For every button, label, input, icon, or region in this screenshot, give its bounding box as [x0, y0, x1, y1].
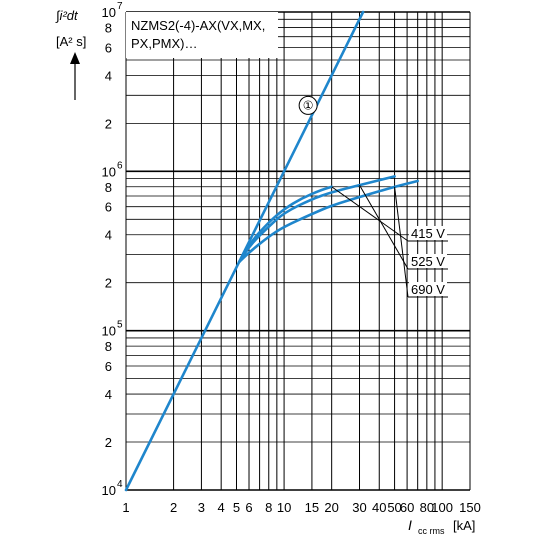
voltage-leader-line	[394, 186, 409, 298]
y-tick-label: 6	[105, 40, 112, 55]
x-tick-label: 4	[218, 500, 225, 515]
y-axis-label: ∫i²dt	[55, 8, 79, 23]
voltage-label-bg	[409, 226, 447, 240]
chart-title-line-2: PX,PMX)…	[131, 36, 197, 51]
voltage-label: 690 V	[411, 282, 445, 297]
voltage-label: 525 V	[411, 254, 445, 269]
y-tick-label: 4	[105, 387, 112, 402]
title-box	[126, 12, 278, 58]
curves	[124, 10, 419, 492]
y-axis-arrow	[70, 52, 80, 100]
y-tick-label: 6	[105, 359, 112, 374]
y-tick-label: 2	[105, 116, 112, 131]
voltage-label-bg	[409, 254, 447, 268]
x-tick-label: 6	[245, 500, 252, 515]
curve-marker: ①	[298, 95, 318, 115]
x-tick-label: 20	[324, 500, 338, 515]
curve-1-line	[124, 10, 365, 492]
x-tick-label: 40	[372, 500, 386, 515]
x-tick-label: 8	[265, 500, 272, 515]
curve-690v-line	[237, 179, 419, 264]
x-tick-label: 5	[233, 500, 240, 515]
x-axis-label-group: I cc rms [kA]	[408, 517, 475, 536]
x-tick-label: 10	[277, 500, 291, 515]
voltage-leader-line	[359, 184, 409, 270]
voltage-label-bg	[409, 282, 447, 296]
y-tick-label: 10	[102, 164, 116, 179]
y-tick-label: 10	[102, 5, 116, 20]
voltage-leader-line	[331, 186, 409, 242]
y-tick-label-exponent: 4	[117, 479, 123, 490]
x-axis-label-subscript: cc rms	[418, 526, 445, 536]
x-tick-label: 50	[387, 500, 401, 515]
x-axis-label: I	[408, 517, 412, 533]
y-tick-label: 4	[105, 68, 112, 83]
y-tick-label-exponent: 6	[117, 160, 123, 171]
y-axis-unit: [A² s]	[56, 34, 86, 49]
y-tick-label-exponent: 7	[117, 1, 123, 12]
y-tick-label: 4	[105, 228, 112, 243]
x-tick-label: 150	[459, 500, 481, 515]
chart-title-line-1: NZMS2(-4)-AX(VX,MX,	[131, 18, 265, 33]
y-tick-label: 2	[105, 276, 112, 291]
x-tick-label: 100	[431, 500, 453, 515]
x-tick-label: 60	[400, 500, 414, 515]
x-tick-label: 80	[420, 500, 434, 515]
x-tick-label: 30	[352, 500, 366, 515]
x-tick-label: 1	[122, 500, 129, 515]
y-tick-label: 6	[105, 200, 112, 215]
x-tick-label: 2	[170, 500, 177, 515]
y-tick-label: 2	[105, 435, 112, 450]
x-tick-label: 3	[198, 500, 205, 515]
curve-415v-line	[237, 185, 333, 264]
y-tick-label: 8	[105, 20, 112, 35]
y-tick-label: 10	[102, 324, 116, 339]
voltage-label: 415 V	[411, 226, 445, 241]
curve-525v-line	[237, 175, 396, 264]
y-tick-label: 10	[102, 483, 116, 498]
y-tick-label: 8	[105, 339, 112, 354]
grid-lines	[125, 11, 471, 491]
voltage-labels: 415 V 525 V 690 V	[331, 184, 448, 298]
x-tick-label: 15	[305, 500, 319, 515]
x-axis-unit: [kA]	[453, 518, 475, 533]
y-tick-label: 8	[105, 180, 112, 195]
y-tick-label-exponent: 5	[117, 320, 123, 331]
curve-marker-label: ①	[303, 98, 314, 112]
curve-marker-circle	[298, 95, 318, 115]
